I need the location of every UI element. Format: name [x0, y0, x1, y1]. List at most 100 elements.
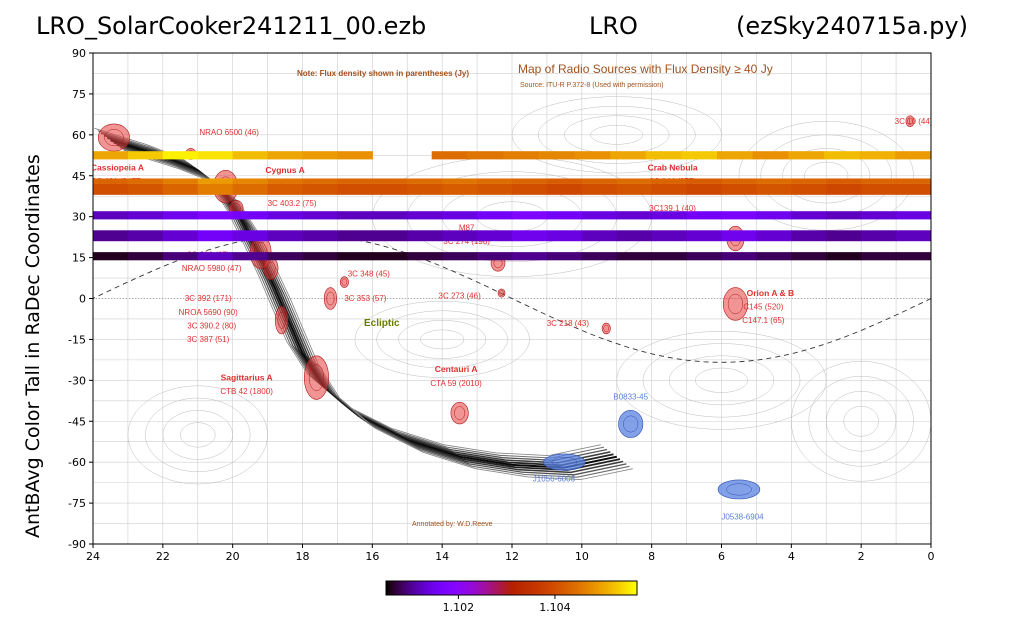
colorbar-cell: [593, 581, 596, 595]
colorbar-cell: [561, 581, 565, 595]
background-contour: [376, 310, 508, 369]
radio-source-label: C145 (520): [743, 302, 783, 311]
blob-outer: [905, 115, 915, 127]
strip-cell: [197, 230, 234, 242]
strip-cell: [232, 151, 269, 160]
colorbar-cell: [386, 581, 389, 595]
background-contour: [537, 105, 696, 164]
y-axis-label: AntBAvg Color Tall in RaDec Coordinates: [22, 154, 44, 538]
radio-source-blob: [274, 306, 289, 335]
strip-cell: [232, 183, 269, 195]
colorbar-cell: [572, 581, 575, 595]
colorbar-cell: [388, 581, 391, 595]
data-strip: [93, 252, 931, 261]
x-tick-label: 10: [575, 550, 589, 563]
colorbar-cell: [613, 581, 617, 595]
strip-cell: [651, 211, 688, 220]
pulsar-source-blob: [543, 453, 586, 471]
colorbar-cell: [549, 581, 552, 595]
strip-cell: [546, 183, 583, 195]
strip-cell: [477, 211, 513, 220]
strip-cell: [302, 183, 339, 195]
radio-source-label: 3C 353 (57): [344, 294, 387, 303]
x-tick-label: 20: [226, 550, 240, 563]
strip-cell: [896, 252, 931, 261]
strip-cell: [512, 211, 548, 220]
strip-cell: [651, 252, 688, 261]
data-strip: [93, 178, 931, 184]
x-tick-label: 18: [296, 550, 310, 563]
colorbar-cell: [626, 581, 630, 595]
radio-source-label: 3C 273 (46): [439, 292, 482, 301]
colorbar-cell: [607, 581, 611, 595]
colorbar-cell: [509, 581, 512, 595]
strip-cell: [372, 183, 408, 195]
x-tick-label: 0: [928, 550, 935, 563]
strip-cell: [686, 211, 723, 220]
x-tick-label: 8: [648, 550, 655, 563]
blob-outer: [450, 401, 469, 425]
background-contour: [642, 343, 801, 418]
x-tick-label: 2: [858, 550, 865, 563]
strip-cell: [93, 211, 129, 220]
colorbar-cell: [547, 581, 550, 595]
colorbar-cell: [398, 581, 402, 595]
colorbar-cell: [501, 581, 504, 595]
colorbar-cell: [530, 581, 533, 595]
strip-cell: [581, 211, 618, 220]
strip-cell: [651, 183, 688, 195]
blob-inner: [623, 415, 639, 433]
colorbar-cell: [601, 581, 605, 595]
blob-inner: [341, 278, 348, 286]
colorbar-cell: [519, 581, 523, 595]
background-contour: [668, 355, 775, 406]
colorbar: 1.102 1.104: [385, 580, 638, 614]
radio-source-blob: [601, 322, 611, 335]
ecliptic-label: Ecliptic: [364, 318, 400, 329]
strip-cell: [861, 178, 897, 184]
strip-cell: [162, 252, 199, 261]
colorbar-cell: [517, 581, 521, 595]
blob-outer: [274, 306, 289, 335]
colorbar-cell: [406, 581, 410, 595]
radio-source-label: Cassiopeia A: [91, 162, 144, 172]
colorbar-cell: [542, 581, 546, 595]
strip-cell: [861, 211, 897, 220]
colorbar-cell: [429, 581, 433, 595]
strip-cell: [407, 211, 443, 220]
blob-outer: [97, 123, 130, 152]
background-contour: [180, 422, 216, 448]
colorbar-cell: [469, 581, 473, 595]
background-contour: [791, 361, 931, 482]
radio-source-label: CTA 59 (2010): [430, 379, 482, 388]
strip-cell: [512, 252, 548, 261]
strip-cell: [93, 178, 129, 184]
colorbar-cell: [421, 581, 425, 595]
radio-source-label: NRAO 6500 (46): [199, 128, 259, 137]
strip-cell: [337, 211, 373, 220]
strip-cell: [197, 252, 234, 261]
blob-outer: [618, 410, 644, 438]
strip-cell: [756, 230, 792, 242]
colorbar-cell: [528, 581, 531, 595]
strip-cell: [686, 178, 723, 184]
strip-cell: [267, 252, 304, 261]
radio-source-blob: [905, 115, 915, 127]
blob-outer: [722, 287, 748, 321]
strip-cell: [127, 151, 164, 160]
strip-cell: [302, 151, 339, 160]
colorbar-cell: [618, 581, 621, 595]
strip-cell: [686, 252, 723, 261]
blob-inner: [907, 117, 913, 125]
strip-cell: [477, 183, 513, 195]
y-tick-label: -75: [68, 497, 86, 510]
strip-cell: [574, 151, 611, 160]
strip-cell: [162, 211, 199, 220]
strip-cell: [442, 183, 478, 195]
strip-cell: [267, 230, 304, 242]
colorbar-cell: [574, 581, 577, 595]
strip-cell: [442, 211, 478, 220]
strip-cell: [616, 230, 653, 242]
data-strip: [93, 151, 373, 160]
strip-cell: [717, 151, 754, 160]
